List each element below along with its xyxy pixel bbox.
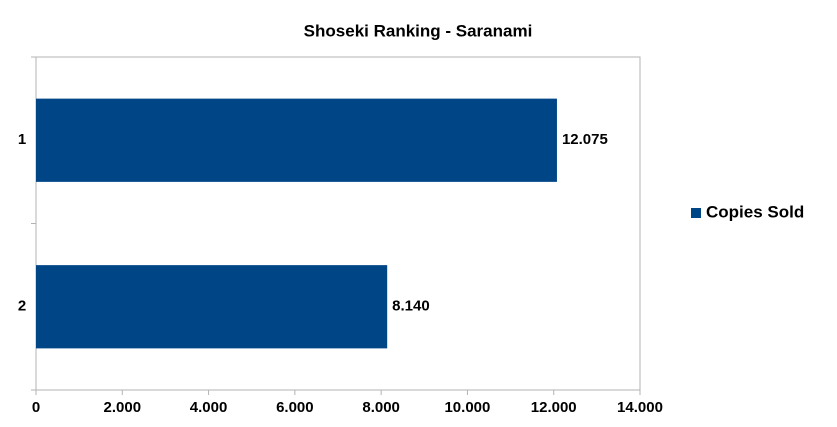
bar — [36, 265, 388, 349]
x-tick-label: 4.000 — [190, 399, 228, 416]
bar — [36, 98, 557, 182]
legend-label: Copies Sold — [706, 202, 804, 221]
value-label: 8.140 — [392, 298, 430, 315]
x-tick-label: 10.000 — [444, 399, 490, 416]
x-tick-label: 14.000 — [617, 399, 663, 416]
x-tick-label: 8.000 — [362, 399, 400, 416]
x-tick-label: 6.000 — [276, 399, 314, 416]
y-tick-label: 1 — [18, 131, 26, 148]
legend-swatch — [691, 208, 701, 218]
value-label: 12.075 — [562, 131, 608, 148]
x-tick-label: 12.000 — [531, 399, 577, 416]
x-tick-label: 2.000 — [104, 399, 142, 416]
chart-title: Shoseki Ranking - Saranami — [304, 21, 533, 40]
x-tick-label: 0 — [32, 399, 40, 416]
y-tick-label: 2 — [18, 298, 26, 315]
